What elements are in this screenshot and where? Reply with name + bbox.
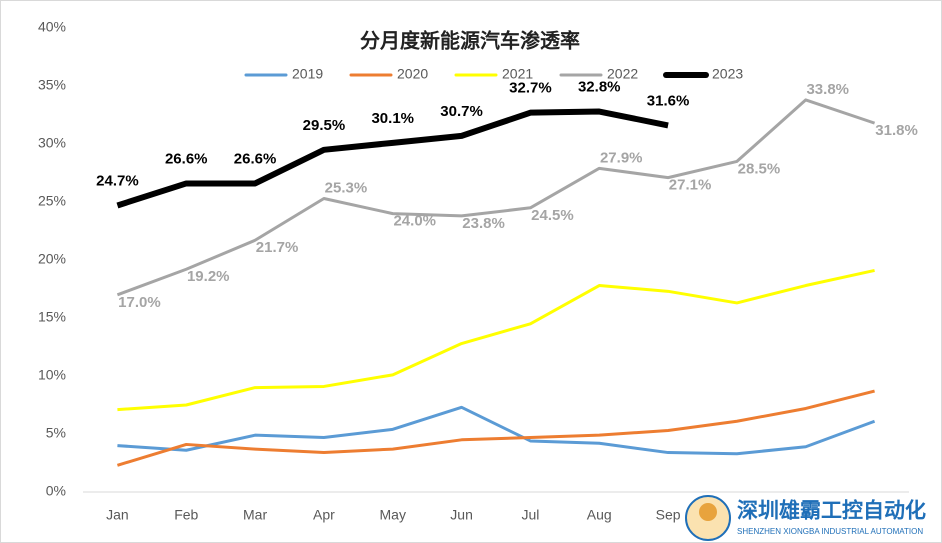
x-tick-label: Feb	[174, 507, 198, 523]
y-tick-label: 10%	[38, 367, 66, 383]
y-tick-label: 30%	[38, 135, 66, 151]
series-line	[117, 405, 876, 456]
data-label: 32.8%	[578, 78, 621, 95]
x-tick-label: Jun	[450, 507, 473, 523]
y-tick-label: 40%	[38, 19, 66, 35]
data-label: 30.7%	[440, 103, 483, 120]
x-tick-label: May	[380, 507, 406, 523]
y-tick-label: 25%	[38, 193, 66, 209]
series-line	[116, 108, 669, 209]
series-line	[116, 389, 875, 467]
x-tick-label: Sep	[656, 507, 681, 523]
watermark-subtext: SHENZHEN XIONGBA INDUSTRIAL AUTOMATION	[737, 527, 923, 536]
y-tick-label: 5%	[46, 425, 66, 441]
data-label: 19.2%	[187, 268, 230, 285]
data-label: 31.8%	[875, 122, 918, 139]
y-tick-label: 20%	[38, 251, 66, 267]
x-tick-label: Apr	[313, 507, 335, 523]
data-label: 24.5%	[531, 207, 574, 224]
data-label: 17.0%	[118, 294, 161, 311]
x-tick-label: Mar	[243, 507, 267, 523]
data-label: 26.6%	[165, 150, 208, 167]
data-label: 25.3%	[325, 179, 368, 196]
x-tick-label: Jan	[106, 507, 129, 523]
legend-label: 2022	[607, 66, 638, 82]
data-label: 27.9%	[600, 149, 643, 166]
data-label: 24.0%	[393, 213, 436, 230]
x-tick-label: Jul	[521, 507, 539, 523]
data-label: 27.1%	[669, 177, 712, 194]
data-label: 33.8%	[806, 81, 849, 98]
watermark: 深圳雄霸工控自动化 SHENZHEN XIONGBA INDUSTRIAL AU…	[685, 495, 926, 541]
data-label: 26.6%	[234, 150, 277, 167]
y-tick-label: 0%	[46, 483, 66, 499]
data-label: 29.5%	[303, 117, 346, 134]
legend-label: 2020	[397, 66, 428, 82]
data-label: 24.7%	[96, 172, 139, 189]
watermark-logo-face	[699, 503, 717, 521]
y-tick-label: 35%	[38, 77, 66, 93]
series-line	[116, 98, 876, 297]
legend-label: 2021	[502, 66, 533, 82]
data-label: 30.1%	[371, 110, 414, 127]
data-label: 23.8%	[462, 215, 505, 232]
watermark-text: 深圳雄霸工控自动化	[737, 499, 926, 523]
x-tick-label: Aug	[587, 507, 612, 523]
y-tick-label: 15%	[38, 309, 66, 325]
data-label: 28.5%	[738, 160, 781, 177]
data-label: 31.6%	[647, 92, 690, 109]
chart-title: 分月度新能源汽车渗透率	[360, 28, 580, 52]
series-line	[117, 268, 875, 412]
legend-label: 2019	[292, 66, 323, 82]
data-label: 21.7%	[256, 239, 299, 256]
legend-label: 2023	[712, 66, 743, 82]
data-label: 32.7%	[509, 80, 552, 97]
